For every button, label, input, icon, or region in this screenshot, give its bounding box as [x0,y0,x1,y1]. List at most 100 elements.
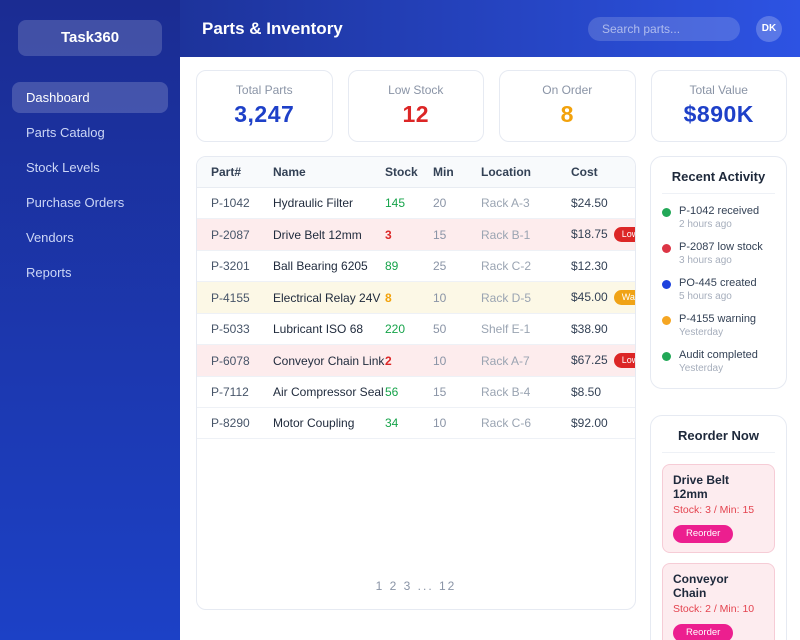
table-row[interactable]: P-2087 Drive Belt 12mm 3 15 Rack B-1 $18… [197,219,635,251]
stock-cell: 145 [385,196,406,210]
location-cell: Rack C-6 [481,416,532,430]
reorder-now-panel: Reorder Now Drive Belt 12mm Stock: 3 / M… [650,415,787,640]
min-cell: 10 [433,290,447,305]
activity-text: PO-445 created [679,277,757,289]
col-stock: Stock [385,165,418,179]
location-cell: Rack A-3 [481,196,530,210]
stock-cell: 2 [385,353,392,368]
activity-text: P-1042 received [679,205,760,217]
col-min: Min [433,165,454,179]
stat-card-low-stock: Low Stock 12 [347,70,484,142]
stock-cell: 56 [385,385,399,399]
parts-table: Part# Name Stock Min Location Cost P-104… [196,156,636,610]
cost-cell: $92.00 [571,416,608,430]
name-cell: Lubricant ISO 68 [273,322,364,336]
cost-cell: $38.90 [571,322,608,336]
main-area: Parts & Inventory DK Total Parts 3,247 L… [180,0,800,640]
name-cell: Conveyor Chain Link [273,353,385,368]
table-row[interactable]: P-5033 Lubricant ISO 68 220 50 Shelf E-1… [197,314,635,345]
reorder-button[interactable]: Reorder [673,525,734,543]
stats-row: Total Parts 3,247 Low Stock 12 On Order … [196,70,787,142]
activity-time: Yesterday [679,363,724,374]
location-cell: Rack B-4 [481,385,531,399]
pagination[interactable]: 1 2 3 ... 12 [375,579,457,593]
table-row[interactable]: P-4155 Electrical Relay 24V 8 10 Rack D-… [197,282,635,314]
stock-cell: 3 [385,227,392,242]
content: Total Parts 3,247 Low Stock 12 On Order … [180,57,800,640]
min-cell: 50 [433,322,447,336]
warn-stock-badge: Warn [613,290,635,305]
stat-value: $890K [683,101,754,127]
low-stock-badge: Low [613,353,635,368]
table-header-row: Part# Name Stock Min Location Cost [197,157,635,188]
part-cell: P-6078 [211,353,250,368]
table-row[interactable]: P-6078 Conveyor Chain Link 2 10 Rack A-7… [197,345,635,377]
low-stock-badge: Low [613,227,635,242]
name-cell: Ball Bearing 6205 [273,259,368,273]
sidebar-item-purchase-orders[interactable]: Purchase Orders [26,195,125,210]
sidebar-item-dashboard[interactable]: Dashboard [12,82,168,113]
activity-item: P-4155 warning Yesterday [662,313,775,338]
header: Parts & Inventory DK [180,0,800,57]
stock-cell: 34 [385,416,399,430]
activity-text: P-2087 low stock [679,241,763,253]
reorder-item-name: Drive Belt 12mm [673,473,730,501]
activity-time: 5 hours ago [679,291,732,302]
activity-item: P-1042 received 2 hours ago [662,205,775,230]
col-location: Location [481,165,531,179]
cost-cell: $18.75Low [571,227,635,242]
name-cell: Drive Belt 12mm [273,227,362,242]
page-title: Parts & Inventory [202,18,343,38]
stat-label: Total Parts [235,83,293,97]
table-row[interactable]: P-8290 Motor Coupling 34 10 Rack C-6 $92… [197,408,635,439]
right-column: Recent Activity P-1042 received 2 hours … [650,156,787,640]
table-row[interactable]: P-7112 Air Compressor Seal 56 15 Rack B-… [197,377,635,408]
location-cell: Rack A-7 [481,353,530,368]
name-cell: Motor Coupling [273,416,355,430]
stat-label: On Order [542,83,593,97]
stat-value: 12 [402,101,430,127]
part-cell: P-3201 [211,259,250,273]
location-cell: Rack D-5 [481,290,532,305]
reorder-item-name: Conveyor Chain [673,572,729,600]
sidebar-item-vendors[interactable]: Vendors [26,230,74,245]
stat-value: 3,247 [234,101,295,127]
min-cell: 10 [433,353,447,368]
part-cell: P-7112 [211,385,249,399]
reorder-button[interactable]: Reorder [673,624,734,640]
name-cell: Air Compressor Seal [273,385,384,399]
cost-cell: $24.50 [571,196,608,210]
panel-title: Reorder Now [662,428,775,453]
app-logo: Task360 [18,20,162,56]
body-row: Part# Name Stock Min Location Cost P-104… [196,156,787,640]
cost-cell: $45.00Warn [571,290,635,305]
part-cell: P-2087 [211,227,250,242]
table-row[interactable]: P-3201 Ball Bearing 6205 89 25 Rack C-2 … [197,251,635,282]
location-cell: Rack B-1 [481,227,531,242]
part-cell: P-4155 [211,290,250,305]
sidebar-item-stock-levels[interactable]: Stock Levels [26,160,100,175]
activity-time: 2 hours ago [679,219,732,230]
stat-card-on-order: On Order 8 [499,70,636,142]
col-cost: Cost [571,165,598,179]
name-cell: Electrical Relay 24V [273,290,381,305]
stat-value: 8 [560,101,574,127]
stock-cell: 89 [385,259,399,273]
min-cell: 25 [433,259,447,273]
status-dot-blue [662,280,671,289]
col-name: Name [273,165,306,179]
reorder-item: Drive Belt 12mm Stock: 3 / Min: 15 Reord… [662,464,775,553]
activity-text: P-4155 warning [679,313,757,325]
min-cell: 10 [433,416,447,430]
search-input[interactable] [588,16,740,41]
reorder-item-detail: Stock: 3 / Min: 15 [673,504,755,516]
sidebar-item-parts-catalog[interactable]: Parts Catalog [26,125,105,140]
sidebar: Task360 Dashboard Parts Catalog Stock Le… [0,0,180,640]
activity-item: PO-445 created 5 hours ago [662,277,775,302]
stat-card-total-value: Total Value $890K [650,70,787,142]
user-avatar[interactable]: DK [756,15,782,42]
table-row[interactable]: P-1042 Hydraulic Filter 145 20 Rack A-3 … [197,188,635,219]
reorder-item: Conveyor Chain Stock: 2 / Min: 10 Reorde… [662,563,775,640]
sidebar-item-reports[interactable]: Reports [26,265,72,280]
